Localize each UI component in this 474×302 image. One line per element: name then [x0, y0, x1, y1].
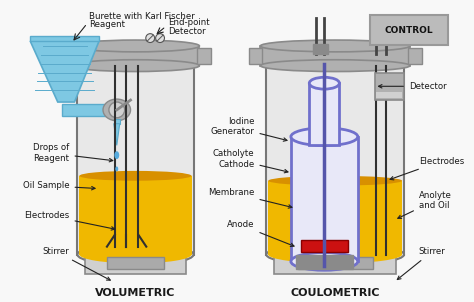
Text: COULOMETRIC: COULOMETRIC	[291, 288, 380, 298]
Bar	[370, 15, 448, 45]
Bar	[376, 92, 402, 98]
Ellipse shape	[72, 60, 200, 72]
Ellipse shape	[260, 60, 410, 72]
Ellipse shape	[72, 40, 200, 52]
Text: Iodine
Generator: Iodine Generator	[210, 117, 287, 141]
Text: Anode: Anode	[227, 220, 294, 246]
Ellipse shape	[155, 34, 164, 43]
Polygon shape	[30, 41, 99, 102]
Bar	[72, 46, 200, 66]
Bar	[296, 255, 353, 269]
Bar	[85, 247, 186, 274]
Bar	[60, 48, 73, 64]
Bar	[298, 258, 373, 269]
Bar	[30, 36, 99, 41]
Bar	[77, 58, 193, 255]
Text: CONTROL: CONTROL	[384, 26, 433, 35]
Ellipse shape	[260, 40, 410, 52]
Bar	[408, 48, 422, 64]
Ellipse shape	[79, 246, 191, 263]
Bar	[301, 240, 348, 252]
Text: Membrane: Membrane	[208, 188, 292, 208]
Text: Stirrer: Stirrer	[43, 247, 110, 280]
Ellipse shape	[79, 171, 191, 181]
Text: Electrodes: Electrodes	[24, 211, 115, 230]
Ellipse shape	[266, 47, 404, 69]
Bar	[198, 48, 211, 64]
Text: Reagent: Reagent	[89, 21, 125, 29]
Ellipse shape	[268, 176, 402, 186]
Ellipse shape	[77, 244, 193, 265]
Bar	[274, 247, 396, 274]
Bar	[266, 58, 404, 255]
Bar	[107, 258, 164, 269]
Text: VOLUMETRIC: VOLUMETRIC	[95, 288, 176, 298]
Bar	[291, 137, 358, 262]
Text: Oil Sample: Oil Sample	[23, 181, 95, 190]
Bar	[62, 104, 107, 116]
Bar	[114, 119, 120, 124]
Ellipse shape	[103, 99, 130, 121]
Ellipse shape	[114, 151, 119, 159]
Text: Anolyte
and Oil: Anolyte and Oil	[398, 191, 452, 218]
Bar	[374, 72, 404, 100]
Text: Detector: Detector	[379, 82, 447, 91]
Text: Stirrer: Stirrer	[397, 247, 446, 280]
Bar	[79, 176, 191, 255]
Text: End-point: End-point	[168, 18, 210, 27]
Bar	[248, 48, 263, 64]
Ellipse shape	[109, 102, 125, 118]
Ellipse shape	[309, 77, 339, 89]
Text: Drops of
Reagent: Drops of Reagent	[33, 143, 113, 163]
Text: Electrodes: Electrodes	[390, 156, 464, 180]
Bar	[320, 44, 328, 54]
Bar	[309, 83, 339, 145]
Ellipse shape	[268, 246, 402, 263]
Bar	[260, 46, 410, 66]
Polygon shape	[114, 124, 120, 145]
Ellipse shape	[77, 47, 193, 69]
Ellipse shape	[291, 252, 358, 270]
Ellipse shape	[146, 34, 155, 43]
Ellipse shape	[115, 166, 118, 171]
Bar	[268, 181, 402, 255]
Text: Catholyte
Cathode: Catholyte Cathode	[213, 149, 288, 173]
Bar	[312, 44, 320, 54]
Ellipse shape	[291, 128, 358, 146]
Text: Burette with Karl Fischer: Burette with Karl Fischer	[89, 11, 195, 21]
Text: Detector: Detector	[168, 27, 206, 36]
Ellipse shape	[266, 244, 404, 265]
